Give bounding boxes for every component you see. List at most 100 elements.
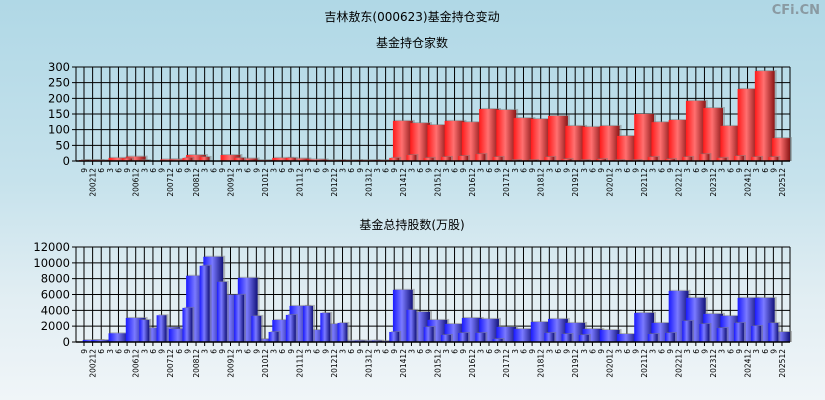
x-tick-label: 201312 <box>364 349 373 378</box>
x-tick-label: 201412 <box>399 349 408 378</box>
x-tick-label: 6 <box>451 168 460 173</box>
bar-shadow <box>615 159 626 161</box>
x-tick-label: 6 <box>313 168 322 173</box>
x-tick-label: 9 <box>769 168 778 173</box>
x-tick-label: 9 <box>356 349 365 354</box>
bar-2016-03 <box>440 334 451 342</box>
bar-shadow <box>93 159 114 161</box>
x-tick-label: 6 <box>692 349 701 354</box>
x-tick-label: 6 <box>97 349 106 354</box>
x-tick-label: 9 <box>666 168 675 173</box>
x-tick-label: 3 <box>545 168 554 173</box>
bar-2021-06 <box>616 135 637 161</box>
x-tick-label: 201812 <box>537 168 546 197</box>
x-tick-label: 3 <box>201 168 210 173</box>
bar-2017-06 <box>479 108 499 161</box>
x-tick-label: 200712 <box>166 168 175 197</box>
bar-2015-09 <box>423 157 434 161</box>
x-tick-label: 6 <box>347 349 356 354</box>
x-tick-label: 202212 <box>675 349 684 378</box>
bar-2008-06 <box>168 159 189 161</box>
x-tick-label: 9 <box>321 168 330 173</box>
bar-2014-09 <box>389 157 400 161</box>
x-tick-label: 9 <box>632 168 641 173</box>
bar-2022-03 <box>647 334 658 342</box>
bar-2008-09 <box>182 307 193 342</box>
bar-2024-12 <box>737 88 758 161</box>
x-tick-label: 202112 <box>640 349 649 378</box>
x-tick-label: 6 <box>657 349 666 354</box>
x-tick-label: 6 <box>554 349 563 354</box>
x-tick-label: 3 <box>140 349 149 354</box>
x-tick-label: 6 <box>416 349 425 354</box>
y-tick-label: 0 <box>63 335 70 349</box>
x-tick-label: 9 <box>183 349 192 354</box>
bar-2017-12 <box>496 109 517 161</box>
x-tick-label: 3 <box>580 349 589 354</box>
x-tick-label: 6 <box>209 168 218 173</box>
x-tick-label: 9 <box>80 349 89 354</box>
x-tick-label: 3 <box>442 168 451 173</box>
bar-2011-06 <box>272 157 293 161</box>
x-tick-label: 9 <box>769 349 778 354</box>
x-tick-label: 9 <box>459 168 468 173</box>
bar-2009-03 <box>199 265 210 342</box>
x-tick-label: 200812 <box>192 168 201 197</box>
x-tick-label: 9 <box>390 349 399 354</box>
x-tick-label: 6 <box>623 168 632 173</box>
x-tick-label: 9 <box>494 349 503 354</box>
x-tick-label: 9 <box>123 349 132 354</box>
bar-2019-12 <box>565 125 586 161</box>
x-tick-label: 9 <box>597 349 606 354</box>
x-tick-label: 201512 <box>433 349 442 378</box>
x-tick-label: 6 <box>209 349 218 354</box>
bar-2011-12 <box>289 158 310 161</box>
x-tick-label: 6 <box>554 168 563 173</box>
x-tick-label: 3 <box>649 349 658 354</box>
bar-2011-09 <box>285 314 296 342</box>
x-tick-label: 3 <box>649 168 658 173</box>
bar-shadow <box>529 159 540 161</box>
x-tick-label: 200612 <box>132 349 141 378</box>
x-tick-label: 6 <box>588 168 597 173</box>
bar-2015-09 <box>423 326 434 342</box>
bar-2008-12 <box>186 155 206 161</box>
x-tick-label: 202212 <box>675 168 684 197</box>
x-tick-label: 201112 <box>295 168 304 197</box>
bar-2022-03 <box>647 156 658 161</box>
x-tick-label: 3 <box>718 349 727 354</box>
x-tick-label: 6 <box>278 168 287 173</box>
bar-2019-03 <box>544 332 555 342</box>
x-tick-label: 6 <box>97 168 106 173</box>
x-tick-label: 202312 <box>709 349 718 378</box>
bar-2022-09 <box>665 159 675 161</box>
x-tick-label: 3 <box>373 349 382 354</box>
x-tick-label: 6 <box>382 349 391 354</box>
x-tick-label: 3 <box>201 349 210 354</box>
bar-2021-06 <box>616 334 637 342</box>
bar-shadow <box>511 159 522 161</box>
x-tick-label: 6 <box>761 168 770 173</box>
bar-2015-06 <box>410 123 430 161</box>
bar-2014-09 <box>389 331 400 342</box>
x-tick-label: 200212 <box>89 168 98 197</box>
x-tick-label: 3 <box>270 168 279 173</box>
bar-2010-06 <box>237 158 258 161</box>
bar-2016-06 <box>444 120 465 161</box>
bar-2023-06 <box>685 100 706 161</box>
x-tick-label: 201812 <box>537 349 546 378</box>
bar-2013-03 <box>337 322 348 342</box>
x-tick-label: 200712 <box>166 349 175 378</box>
y-tick-label: 2000 <box>41 319 70 333</box>
x-tick-label: 9 <box>158 168 167 173</box>
bar-2010-03 <box>234 157 245 161</box>
y-tick-label: 10000 <box>33 256 70 270</box>
bar-2017-03 <box>475 332 486 342</box>
bar-2025-03 <box>751 156 762 161</box>
x-tick-label: 3 <box>106 349 115 354</box>
bar-2025-12 <box>772 331 790 342</box>
x-tick-label: 6 <box>244 168 253 173</box>
bar-2012-03 <box>303 305 314 342</box>
x-tick-label: 6 <box>485 168 494 173</box>
